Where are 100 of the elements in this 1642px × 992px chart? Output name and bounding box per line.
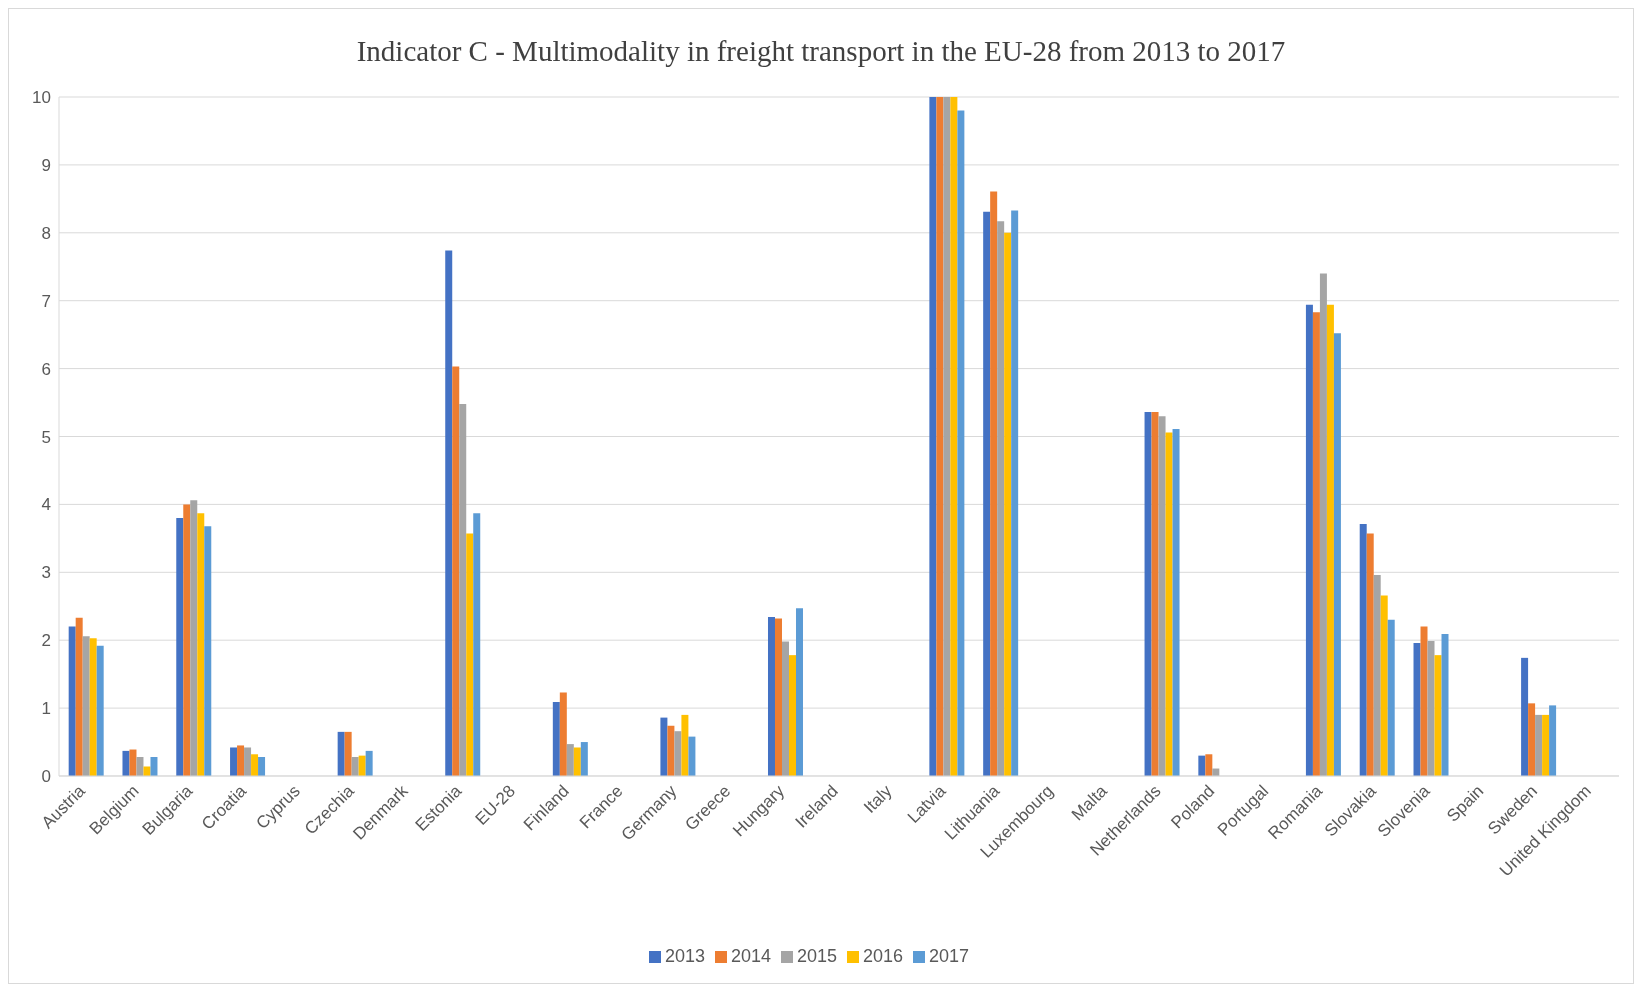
bar — [1165, 432, 1173, 776]
legend-label: 2016 — [863, 946, 904, 966]
y-tick-label: 3 — [41, 563, 51, 583]
bar — [150, 756, 158, 776]
bar — [795, 608, 803, 776]
bar — [1172, 429, 1180, 776]
bar — [473, 513, 481, 776]
bar — [1312, 312, 1320, 776]
legend-label: 2017 — [929, 946, 970, 966]
bar — [957, 110, 965, 776]
bar — [1528, 703, 1536, 776]
bar — [681, 714, 689, 776]
y-tick-label: 1 — [41, 699, 51, 719]
bar — [950, 97, 958, 776]
bar — [573, 747, 581, 776]
bar — [943, 97, 951, 776]
bar — [1151, 412, 1159, 776]
legend-label: 2015 — [796, 946, 838, 966]
bar — [351, 756, 359, 776]
bar — [1205, 754, 1213, 776]
bar — [566, 744, 574, 776]
chart-title: Indicator C - Multimodality in freight transport in the EU-28 from 2013 to 2017 — [355, 34, 1287, 69]
bar — [1441, 634, 1449, 776]
bar — [1319, 273, 1327, 776]
bar — [237, 745, 245, 776]
x-tick-label: Italy — [860, 781, 896, 817]
bar — [1373, 575, 1381, 776]
bar — [68, 626, 76, 776]
bar — [143, 766, 151, 776]
bar — [244, 747, 252, 776]
bar — [1549, 705, 1557, 776]
bar — [122, 750, 130, 776]
y-tick-label: 9 — [41, 155, 51, 175]
bar — [445, 250, 453, 776]
legend-label: 2013 — [664, 946, 705, 966]
bar — [1434, 655, 1442, 776]
bar — [1387, 619, 1395, 776]
legend-label: 2014 — [730, 946, 771, 966]
bar — [1366, 533, 1374, 776]
bar — [774, 618, 782, 776]
bar — [936, 97, 944, 776]
bar — [688, 736, 696, 776]
bar — [1305, 304, 1313, 776]
bar — [337, 731, 345, 776]
bar — [552, 701, 560, 776]
bar — [204, 526, 212, 776]
bar — [365, 750, 373, 776]
bar — [1427, 640, 1435, 776]
bar — [1535, 714, 1543, 776]
bar — [459, 403, 467, 776]
bar — [1144, 412, 1152, 776]
bar — [183, 504, 191, 776]
y-tick-label: 6 — [41, 359, 51, 379]
bar — [466, 533, 474, 776]
bar — [559, 692, 567, 776]
bar — [660, 717, 668, 776]
bar — [230, 747, 238, 776]
bar — [1521, 657, 1529, 776]
bar — [983, 211, 991, 776]
bar — [176, 517, 184, 776]
bar — [89, 638, 97, 776]
y-tick-label: 5 — [41, 427, 51, 447]
bar — [990, 191, 998, 776]
y-tick-label: 2 — [41, 631, 51, 651]
bar — [251, 754, 259, 776]
bar — [1011, 210, 1019, 776]
bar — [1542, 714, 1550, 776]
bar — [358, 755, 366, 776]
bar — [667, 725, 675, 776]
bar — [997, 221, 1005, 776]
bar — [1333, 333, 1341, 776]
y-tick-label: 4 — [41, 495, 51, 515]
bar — [1359, 524, 1367, 776]
bar — [190, 500, 198, 776]
bar — [788, 655, 796, 776]
bar — [82, 636, 90, 776]
bar — [1158, 416, 1166, 776]
bar — [1380, 595, 1388, 776]
bar — [75, 617, 83, 776]
bar — [197, 513, 205, 776]
y-tick-label: 0 — [41, 767, 51, 787]
y-tick-label: 10 — [32, 88, 51, 108]
bar — [258, 756, 266, 776]
bar — [96, 645, 104, 776]
bar — [136, 756, 144, 776]
bar — [344, 731, 352, 776]
y-tick-label: 8 — [41, 223, 51, 243]
bar — [580, 742, 588, 776]
bar — [767, 617, 775, 776]
bar — [674, 731, 682, 776]
bar — [1420, 626, 1428, 776]
bar — [929, 97, 937, 776]
bar — [129, 749, 137, 776]
bar — [1326, 304, 1334, 776]
bar — [1004, 232, 1012, 776]
bar — [781, 641, 789, 776]
bar — [1413, 642, 1421, 776]
y-tick-label: 7 — [41, 291, 51, 311]
bar — [1198, 755, 1206, 776]
bar — [452, 366, 460, 776]
